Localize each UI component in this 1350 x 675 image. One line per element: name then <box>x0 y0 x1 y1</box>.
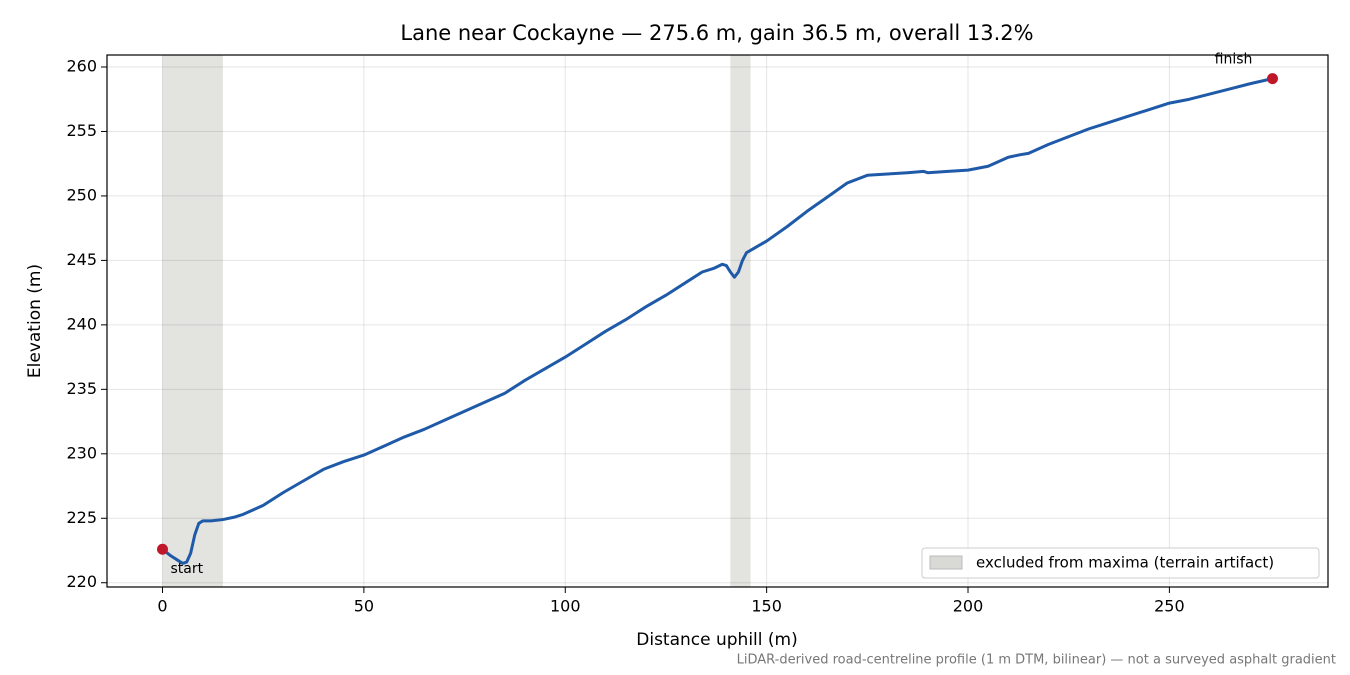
chart-title: Lane near Cockayne — 275.6 m, gain 36.5 … <box>400 21 1033 45</box>
y-tick-label: 230 <box>66 443 97 462</box>
excluded-span <box>730 55 751 587</box>
x-tick-label: 0 <box>157 597 167 616</box>
y-tick-label: 255 <box>66 121 97 140</box>
elevation-line <box>161 77 1273 565</box>
x-tick-label: 200 <box>953 597 984 616</box>
excluded-span <box>162 55 223 587</box>
plot-frame <box>106 54 1329 588</box>
endpoint-label: finish <box>1215 52 1253 68</box>
y-tick-label: 220 <box>66 572 97 591</box>
y-axis-label: Elevation (m) <box>25 264 45 378</box>
x-axis-label: Distance uphill (m) <box>636 630 797 650</box>
x-tick-label: 100 <box>550 597 581 616</box>
y-tick-label: 250 <box>66 185 97 204</box>
y-tick-label: 240 <box>66 314 97 333</box>
y-tick-label: 225 <box>66 508 97 527</box>
endpoint-marker <box>157 543 168 555</box>
x-tick-label: 150 <box>751 597 782 616</box>
y-tick-label: 260 <box>66 56 97 75</box>
legend-swatch <box>929 555 963 570</box>
endpoint-marker <box>1267 73 1278 85</box>
x-tick-label: 250 <box>1154 597 1185 616</box>
endpoint-label: start <box>171 561 204 577</box>
footnote: LiDAR-derived road-centreline profile (1… <box>737 653 1336 668</box>
legend-box <box>921 547 1320 579</box>
x-tick-label: 50 <box>354 597 374 616</box>
y-tick-label: 245 <box>66 250 97 269</box>
legend-label: excluded from maxima (terrain artifact) <box>976 554 1274 572</box>
y-tick-label: 235 <box>66 379 97 398</box>
